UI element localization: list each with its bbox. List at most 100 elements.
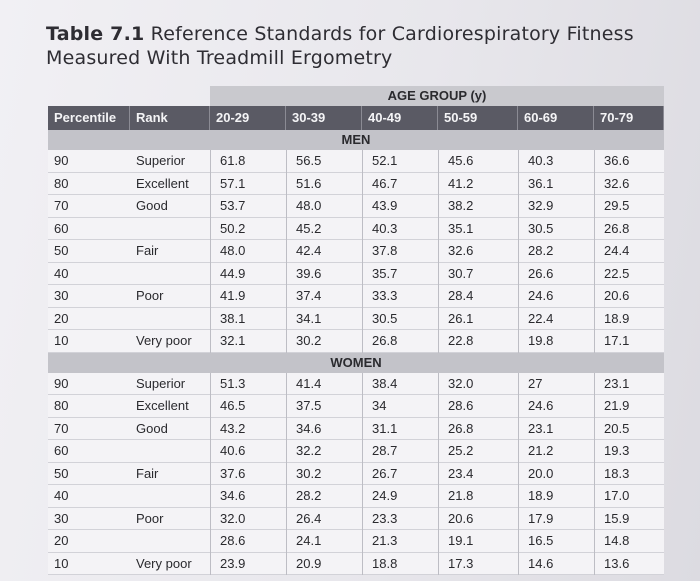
value-cell: 39.6 — [296, 265, 322, 281]
table-row: 80 Excellent 46.5 37.5 34 28.6 24.6 21.9 — [48, 395, 664, 418]
value-cell: 22.8 — [448, 333, 474, 348]
value-cell: 36.1 — [528, 175, 554, 191]
value-cell: 36.6 — [604, 153, 630, 168]
value-cell: 20.9 — [296, 555, 322, 571]
percentile-cell: 10 — [54, 555, 69, 571]
section-body-men: 90 Superior 61.8 56.5 52.1 45.6 40.3 36.6 80 Exce… — [48, 150, 664, 353]
value-cell: 30.5 — [528, 220, 554, 236]
value-cell: 41.9 — [220, 288, 246, 303]
value-cell: 45.6 — [448, 153, 474, 168]
value-cell: 30.2 — [296, 465, 322, 481]
value-cell: 14.6 — [528, 555, 554, 571]
table-row: 20 28.6 24.1 21.3 19.1 16.5 14.8 — [48, 530, 664, 553]
percentile-cell: 10 — [54, 333, 69, 348]
percentile-cell: 70 — [54, 198, 69, 213]
value-cell: 26.8 — [372, 333, 398, 348]
column-divider — [362, 150, 363, 353]
value-cell: 23.1 — [528, 420, 554, 436]
value-cell: 20.5 — [604, 420, 630, 436]
value-cell: 57.1 — [220, 175, 246, 191]
rank-cell — [130, 218, 210, 240]
rank-cell: Superior — [136, 153, 186, 168]
value-cell: 15.9 — [604, 510, 630, 526]
rank-cell: Excellent — [136, 398, 189, 413]
value-cell: 56.5 — [296, 153, 322, 168]
value-cell: 26.4 — [296, 510, 322, 526]
percentile-cell: 20 — [54, 533, 69, 548]
value-cell: 17.0 — [604, 488, 630, 503]
value-cell: 38.1 — [220, 310, 246, 326]
value-cell: 30.2 — [296, 333, 322, 348]
value-cell: 17.3 — [448, 555, 474, 571]
value-cell: 34.6 — [220, 488, 246, 503]
value-cell: 14.8 — [604, 533, 630, 548]
column-divider — [594, 150, 595, 353]
value-cell: 32.0 — [448, 375, 474, 391]
value-cell: 20.6 — [604, 288, 630, 303]
column-divider — [210, 372, 211, 575]
rank-cell: Excellent — [136, 175, 189, 191]
table-row: 40 44.9 39.6 35.7 30.7 26.6 22.5 — [48, 263, 664, 285]
value-cell: 48.0 — [220, 243, 246, 258]
value-cell: 32.1 — [220, 333, 246, 348]
column-divider — [286, 150, 287, 353]
value-cell: 23.4 — [448, 465, 474, 481]
value-cell: 26.8 — [448, 420, 474, 436]
percentile-cell: 90 — [54, 375, 69, 391]
table-row: 40 34.6 28.2 24.9 21.8 18.9 17.0 — [48, 485, 664, 508]
value-cell: 20.0 — [528, 465, 554, 481]
value-cell: 13.6 — [604, 555, 630, 571]
rank-cell — [130, 308, 210, 330]
age-group-header: AGE GROUP (y) — [210, 86, 664, 106]
value-cell: 45.2 — [296, 220, 322, 236]
rank-cell — [130, 485, 210, 507]
value-cell: 19.8 — [528, 333, 554, 348]
value-cell: 19.1 — [448, 533, 474, 548]
value-cell: 28.6 — [448, 398, 474, 413]
value-cell: 50.2 — [220, 220, 246, 236]
value-cell: 37.8 — [372, 243, 398, 258]
value-cell: 38.4 — [372, 375, 398, 391]
value-cell: 43.2 — [220, 420, 246, 436]
table-title-line2: Measured With Treadmill Ergometry — [46, 47, 393, 69]
value-cell: 40.3 — [528, 153, 554, 168]
column-header-60-69: 60-69 — [518, 106, 594, 130]
value-cell: 37.6 — [220, 465, 246, 481]
value-cell: 27 — [528, 375, 543, 391]
value-cell: 29.5 — [604, 198, 630, 213]
column-header-row: Percentile Rank 20-29 30-39 40-49 50-59 60-69 7… — [48, 106, 664, 130]
section-header-men: MEN — [48, 130, 664, 150]
percentile-cell: 90 — [54, 153, 69, 168]
table-row: 50 Fair 48.0 42.4 37.8 32.6 28.2 24.4 — [48, 240, 664, 263]
column-header-70-79: 70-79 — [594, 106, 664, 130]
value-cell: 18.9 — [528, 488, 554, 503]
value-cell: 43.9 — [372, 198, 398, 213]
value-cell: 28.2 — [296, 488, 322, 503]
table-row: 60 40.6 32.2 28.7 25.2 21.2 19.3 — [48, 440, 664, 463]
value-cell: 22.5 — [604, 265, 630, 281]
value-cell: 28.6 — [220, 533, 246, 548]
table-number: Table 7.1 — [46, 23, 145, 45]
rank-cell: Good — [136, 198, 168, 213]
column-divider — [210, 150, 211, 353]
value-cell: 37.5 — [296, 398, 322, 413]
value-cell: 24.6 — [528, 398, 554, 413]
table-row: 70 Good 43.2 34.6 31.1 26.8 23.1 20.5 — [48, 418, 664, 440]
percentile-cell: 40 — [54, 488, 69, 503]
rank-cell: Good — [136, 420, 168, 436]
value-cell: 26.6 — [528, 265, 554, 281]
table-row: 10 Very poor 23.9 20.9 18.8 17.3 14.6 13.6 — [48, 553, 664, 575]
rank-cell: Poor — [136, 510, 164, 526]
value-cell: 18.9 — [604, 310, 630, 326]
value-cell: 24.6 — [528, 288, 554, 303]
column-divider — [286, 372, 287, 575]
value-cell: 30.7 — [448, 265, 474, 281]
value-cell: 34.1 — [296, 310, 322, 326]
value-cell: 17.1 — [604, 333, 630, 348]
percentile-cell: 80 — [54, 175, 69, 191]
table-row: 60 50.2 45.2 40.3 35.1 30.5 26.8 — [48, 218, 664, 240]
table-row: 20 38.1 34.1 30.5 26.1 22.4 18.9 — [48, 308, 664, 330]
value-cell: 35.1 — [448, 220, 474, 236]
value-cell: 21.8 — [448, 488, 474, 503]
table-title: Table 7.1 Reference Standards for Cardio… — [46, 22, 686, 70]
